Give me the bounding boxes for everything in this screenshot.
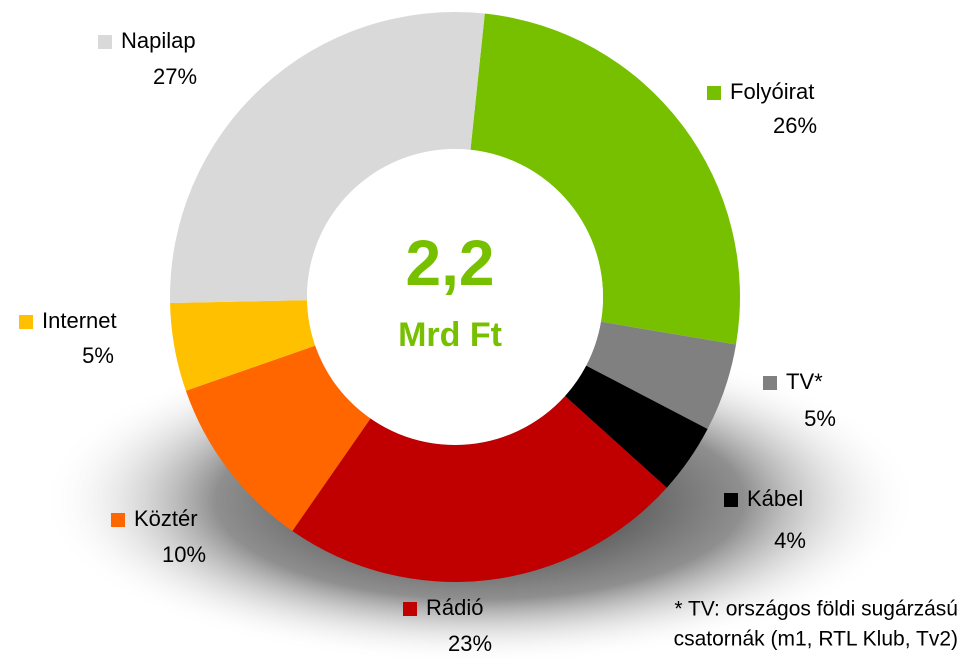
footnote: csatornák (m1, RTL Klub, Tv2) <box>674 628 958 651</box>
legend-swatch <box>707 86 721 100</box>
slice <box>170 11 485 303</box>
donut-hole <box>307 149 603 445</box>
center-value: 2,2 <box>406 227 495 299</box>
value-label: 27% <box>153 64 197 89</box>
value-label: 26% <box>773 113 817 138</box>
footnote: * TV: országos földi sugárzású <box>674 598 958 621</box>
slice <box>564 365 708 488</box>
category-label: Kábel <box>747 486 803 511</box>
legend-swatch <box>763 376 777 390</box>
value-label: 5% <box>82 343 114 368</box>
category-label: Folyóirat <box>730 79 814 104</box>
slice <box>292 396 667 583</box>
category-label: Köztér <box>134 506 198 531</box>
value-label: 5% <box>804 406 836 431</box>
legend-swatch <box>724 493 738 507</box>
value-label: 10% <box>162 542 206 567</box>
slice <box>586 321 737 430</box>
value-label: 4% <box>774 528 806 553</box>
category-label: TV* <box>786 369 823 394</box>
center-unit: Mrd Ft <box>398 316 502 354</box>
donut <box>170 11 740 583</box>
slice <box>470 13 740 345</box>
value-label: 23% <box>448 631 492 656</box>
legend-swatch <box>98 35 112 49</box>
category-label: Rádió <box>426 595 483 620</box>
legend-swatch <box>111 513 125 527</box>
slice <box>185 345 371 532</box>
legend-swatch <box>403 602 417 616</box>
category-label: Napilap <box>121 28 196 53</box>
slice <box>170 300 316 391</box>
legend-swatch <box>19 315 33 329</box>
category-label: Internet <box>42 308 117 333</box>
